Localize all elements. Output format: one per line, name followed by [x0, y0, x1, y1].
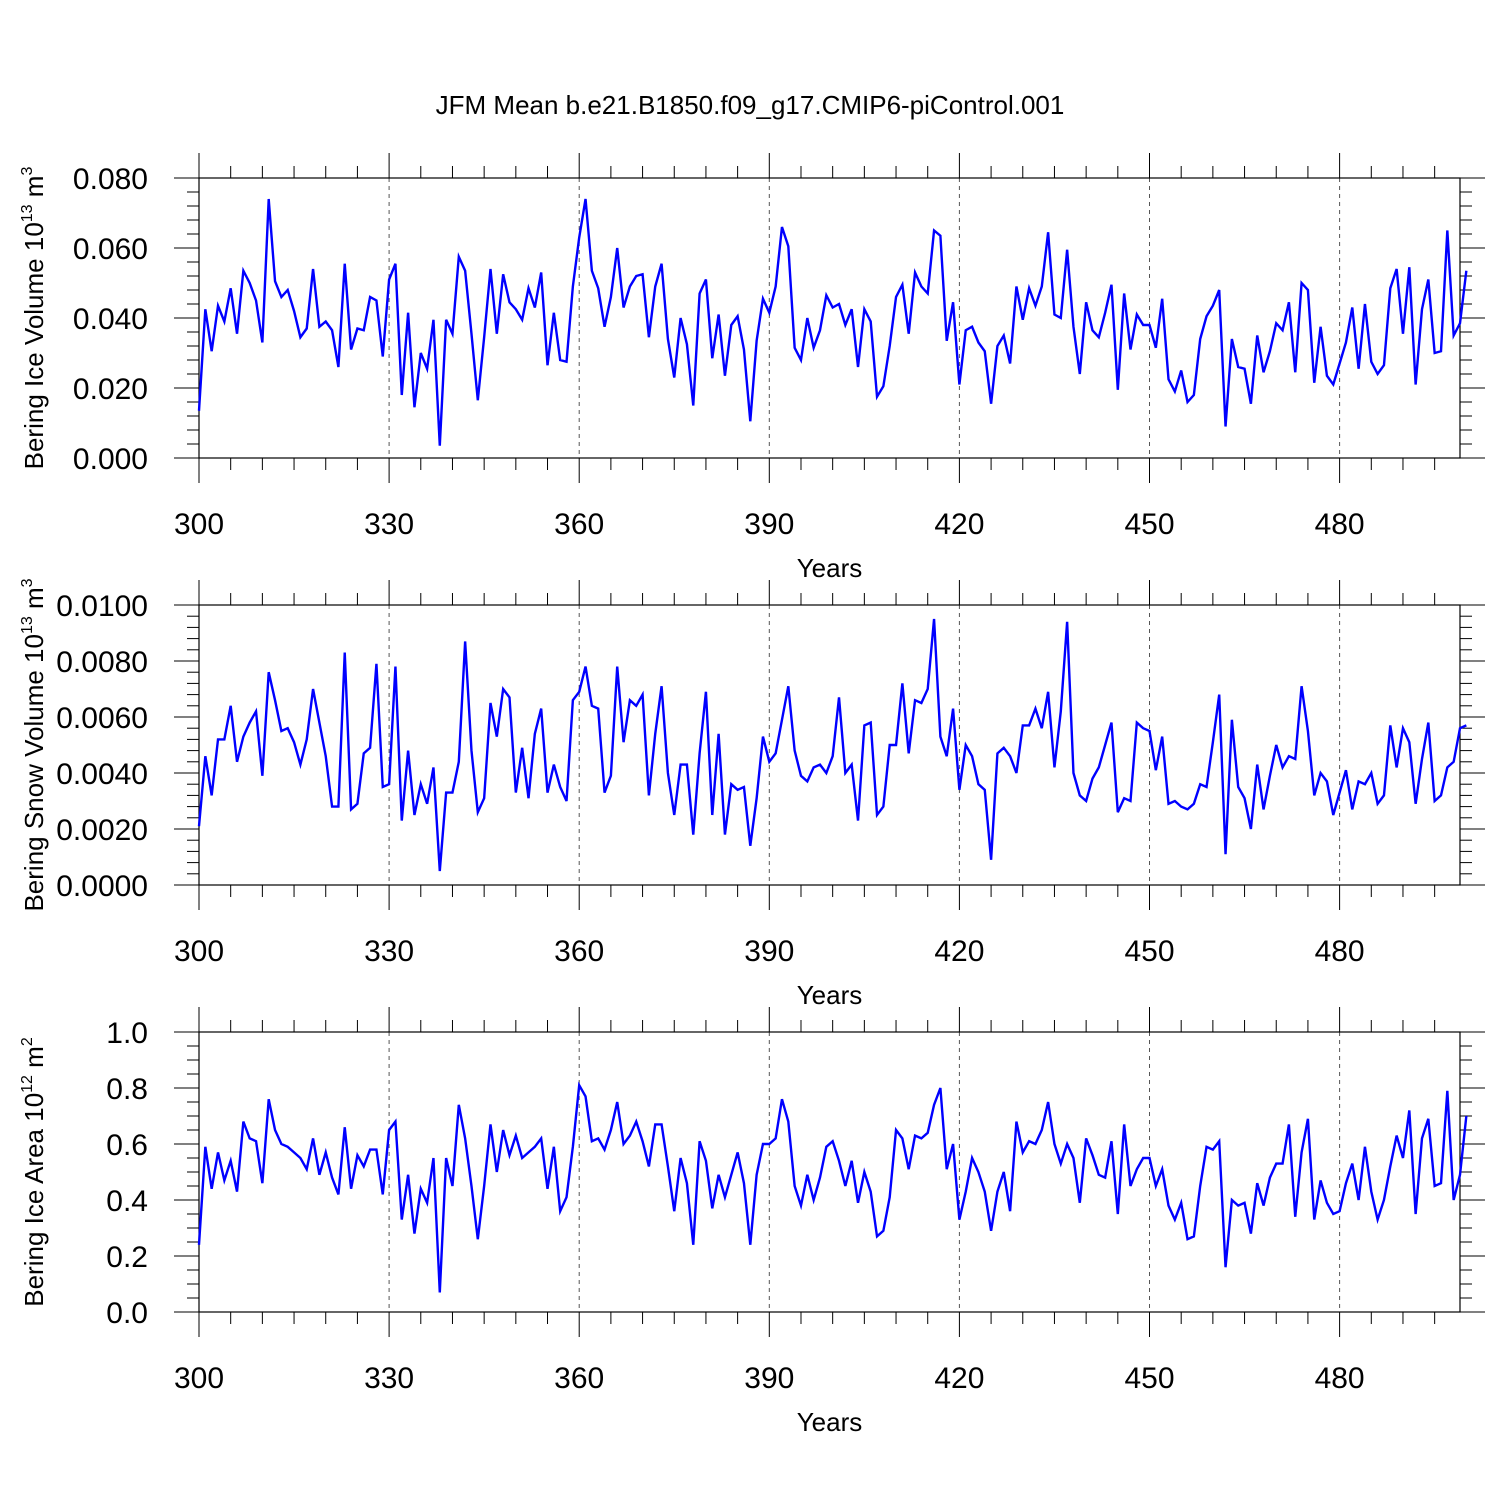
y-tick-label: 0.060: [73, 233, 148, 266]
y-axis-label-text: Bering Ice Volume 10: [19, 222, 49, 469]
y-tick-label: 0.0: [106, 1297, 148, 1330]
y-axis-label-text: Bering Ice Area 10: [19, 1093, 49, 1307]
y-axis-label-unit-exponent: 3: [19, 578, 36, 587]
y-axis-label-text: Bering Snow Volume 10: [19, 634, 49, 912]
chart-title: JFM Mean b.e21.B1850.f09_g17.CMIP6-piCon…: [436, 90, 1065, 120]
x-tick-label: 450: [1124, 508, 1174, 541]
plot-frame: [198, 177, 1461, 459]
panel-ice-area: 0.0 0.2 0.4 0.6 0.8 1.0 300 330 360 390 420 450 480 Y…: [19, 1007, 1485, 1437]
plot-frame: [198, 604, 1461, 886]
y-axis-label-unit-exponent: 2: [19, 1037, 36, 1046]
y-tick-label: 0.000: [73, 443, 148, 476]
y-tick-label: 0.0000: [56, 870, 148, 903]
x-tick-label: 480: [1315, 935, 1365, 968]
x-tick-label: 300: [174, 1362, 224, 1395]
series-points: [198, 618, 1467, 872]
y-axis-label: Bering Ice Area 1012 m2: [19, 1037, 49, 1307]
x-tick-label: 420: [934, 935, 984, 968]
x-tick-label: 300: [174, 508, 224, 541]
x-axis-label: Years: [797, 553, 863, 583]
y-tick-label: 0.0100: [56, 590, 148, 623]
x-tick-label: 420: [934, 508, 984, 541]
x-tick-label: 360: [554, 935, 604, 968]
y-axis-label-unit: m: [19, 1046, 49, 1075]
panel-ice-volume: 0.000 0.020 0.040 0.060 0.080 300 330 360 390 420…: [19, 153, 1485, 583]
series-points: [198, 1085, 1467, 1293]
y-tick-label: 1.0: [106, 1017, 148, 1050]
y-tick-label: 0.8: [106, 1073, 148, 1106]
y-tick-label: 0.0020: [56, 814, 148, 847]
x-tick-label: 360: [554, 1362, 604, 1395]
x-tick-label: 300: [174, 935, 224, 968]
x-tick-label: 450: [1124, 935, 1174, 968]
y-tick-label: 0.4: [106, 1185, 148, 1218]
y-tick-label: 0.040: [73, 303, 148, 336]
y-axis-label-unit: m: [19, 587, 49, 616]
y-tick-label: 0.6: [106, 1129, 148, 1162]
x-tick-label: 450: [1124, 1362, 1174, 1395]
plot-frame: [198, 1031, 1461, 1313]
y-axis-label-exponent: 13: [19, 616, 36, 634]
y-tick-label: 0.080: [73, 163, 148, 196]
y-tick-label: 0.2: [106, 1241, 148, 1274]
x-axis-label: Years: [797, 980, 863, 1010]
x-tick-label: 360: [554, 508, 604, 541]
y-axis-label-unit-exponent: 3: [19, 167, 36, 176]
y-axis-label-unit: m: [19, 176, 49, 205]
x-tick-label: 480: [1315, 1362, 1365, 1395]
y-tick-label: 0.0040: [56, 758, 148, 791]
y-axis-label-exponent: 13: [19, 204, 36, 222]
x-tick-label: 330: [364, 508, 414, 541]
x-tick-label: 480: [1315, 508, 1365, 541]
y-tick-label: 0.0080: [56, 646, 148, 679]
x-tick-label: 330: [364, 1362, 414, 1395]
y-axis-label-exponent: 12: [19, 1075, 36, 1093]
x-axis-label: Years: [797, 1407, 863, 1437]
y-tick-label: 0.020: [73, 373, 148, 406]
x-tick-label: 420: [934, 1362, 984, 1395]
series-line: [197, 1081, 1468, 1293]
y-tick-label: 0.0060: [56, 702, 148, 735]
x-tick-label: 390: [744, 508, 794, 541]
x-tick-label: 390: [744, 935, 794, 968]
x-tick-label: 390: [744, 1362, 794, 1395]
y-axis-label: Bering Snow Volume 1013 m3: [19, 578, 49, 911]
series-points: [198, 198, 1467, 446]
x-tick-label: 330: [364, 935, 414, 968]
panel-snow-volume: 0.0000 0.0020 0.0040 0.0060 0.0080 0.0100 300 3…: [19, 578, 1485, 1010]
y-axis-label: Bering Ice Volume 1013 m3: [19, 167, 49, 470]
